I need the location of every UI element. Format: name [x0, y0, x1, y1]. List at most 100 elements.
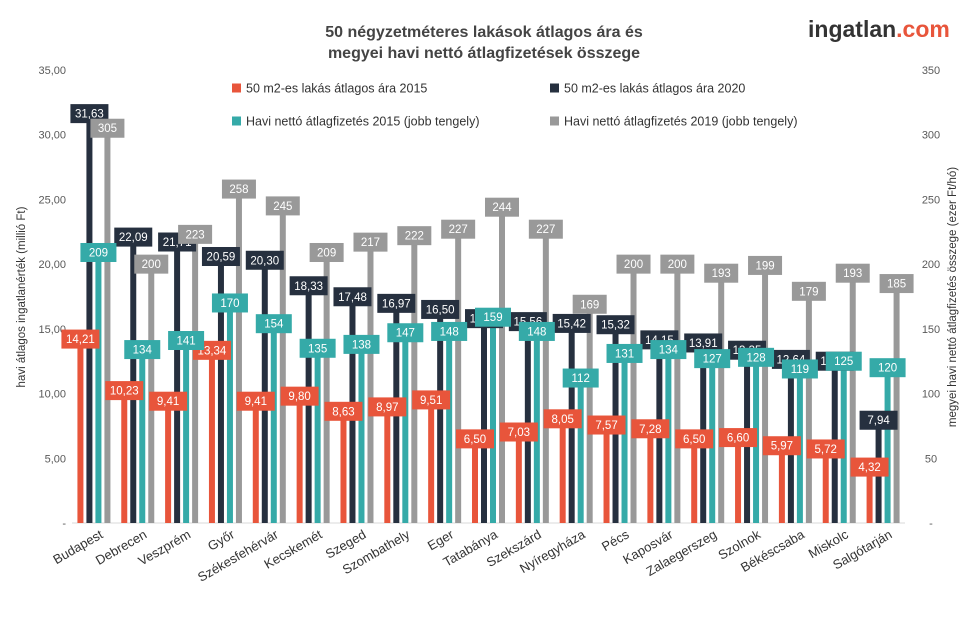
data-label-box — [114, 227, 153, 247]
data-label-series-1: 6,60 — [719, 428, 758, 448]
bar-series-3 — [183, 340, 190, 523]
bar-series-2 — [524, 321, 531, 523]
data-label-series-1: 8,97 — [368, 397, 407, 417]
data-label-text: 209 — [317, 247, 336, 259]
data-label-text: 119 — [791, 364, 809, 376]
data-label-box — [631, 419, 670, 439]
data-label-series-3: 112 — [562, 368, 599, 388]
data-label-box — [850, 457, 889, 477]
y-tick-left: - — [62, 518, 66, 530]
data-label-box — [299, 338, 336, 358]
data-label-series-3: 148 — [431, 321, 468, 341]
data-label-series-3: 141 — [168, 331, 205, 351]
data-label-text: 131 — [615, 348, 634, 360]
data-label-series-1: 7,28 — [631, 419, 670, 439]
data-label-text: 22,09 — [119, 232, 148, 244]
y-tick-left: 5,00 — [45, 453, 66, 465]
data-label-series-4: 200 — [660, 254, 695, 274]
bar-series-3 — [95, 252, 102, 523]
data-label-text: 179 — [799, 286, 818, 298]
y-tick-right: 350 — [922, 65, 940, 77]
data-label-box — [806, 439, 845, 459]
data-label-text: 200 — [624, 259, 643, 271]
data-label-box — [587, 415, 626, 435]
data-label-text: 20,30 — [250, 255, 279, 267]
data-label-text: 6,50 — [464, 434, 486, 446]
data-label-text: 159 — [483, 312, 502, 324]
data-label-box — [289, 276, 328, 296]
data-label-series-2: 13,91 — [684, 333, 723, 353]
bar-series-3 — [402, 332, 409, 523]
data-label-box — [412, 390, 451, 410]
data-label-text: 169 — [580, 299, 599, 311]
data-label-box — [835, 263, 870, 283]
data-label-box — [694, 349, 731, 369]
brand-name: ingatlan — [808, 16, 896, 42]
data-label-box — [572, 294, 607, 314]
data-label-text: 7,94 — [867, 415, 890, 427]
bar-series-1 — [472, 438, 478, 523]
data-label-box — [562, 368, 599, 388]
bar-series-1 — [296, 396, 303, 523]
data-label-series-4: 227 — [441, 219, 476, 239]
y-tick-right: 300 — [922, 130, 940, 142]
data-label-box — [879, 274, 914, 294]
data-label-series-4: 199 — [748, 255, 783, 275]
bar-series-2 — [437, 309, 444, 523]
data-label-text: 13,34 — [198, 345, 227, 357]
bar-series-1 — [165, 401, 172, 523]
data-label-series-1: 9,41 — [236, 391, 275, 411]
data-label-series-2: 16,97 — [377, 293, 416, 313]
data-label-box — [869, 358, 906, 378]
data-label-box — [431, 321, 468, 341]
data-label-box — [859, 410, 898, 430]
bar-series-1 — [515, 432, 522, 523]
data-label-box — [309, 242, 344, 262]
brand-tld: .com — [896, 16, 950, 42]
data-label-text: 258 — [229, 184, 248, 196]
bar-series-3 — [270, 323, 277, 523]
data-label-box — [397, 226, 432, 246]
data-label-text: 222 — [405, 231, 424, 243]
bar-series-1 — [121, 390, 128, 523]
bar-series-1 — [735, 437, 742, 523]
bar-series-1 — [778, 445, 785, 523]
data-label-box — [650, 340, 687, 360]
data-label-text: 193 — [843, 268, 862, 280]
bar-series-1 — [866, 467, 873, 523]
data-label-series-1: 8,63 — [324, 401, 363, 421]
legend-swatch — [232, 83, 241, 93]
data-label-series-3: 119 — [781, 359, 818, 379]
bar-series-3 — [446, 331, 453, 523]
data-label-series-4: 193 — [704, 263, 739, 283]
data-label-box — [236, 391, 275, 411]
bars — [77, 113, 900, 524]
brand-logo-text: ingatlan.com — [808, 16, 950, 42]
bar-series-2 — [130, 237, 137, 523]
data-label-series-4: 200 — [616, 254, 651, 274]
data-label-box — [265, 196, 300, 216]
data-label-series-3: 128 — [738, 347, 775, 367]
data-label-text: 8,05 — [551, 414, 573, 426]
y-tick-left: 35,00 — [38, 65, 66, 77]
data-label-text: 9,51 — [420, 395, 442, 407]
data-label-series-1: 7,03 — [499, 422, 538, 442]
data-label-text: 134 — [133, 345, 153, 357]
data-label-box — [211, 293, 248, 313]
y-tick-left: 20,00 — [38, 259, 66, 271]
data-label-text: 16,97 — [382, 298, 411, 310]
data-label-series-4: 179 — [791, 281, 826, 301]
data-label-series-1: 5,72 — [806, 439, 845, 459]
data-label-box — [825, 351, 862, 371]
data-label-series-1: 10,23 — [105, 381, 144, 401]
y-axis-right-title: megyei havi nettó átlagfizetés összege (… — [947, 167, 959, 427]
data-label-text: 7,28 — [639, 424, 661, 436]
data-label-box — [518, 321, 555, 341]
data-label-series-1: 5,97 — [762, 436, 801, 456]
data-label-text: 10,23 — [110, 386, 139, 398]
data-label-text: 15,32 — [601, 320, 630, 332]
data-label-text: 6,60 — [727, 433, 749, 445]
data-label-series-4: 258 — [221, 179, 256, 199]
bar-series-4 — [455, 229, 462, 523]
legend: 50 m2-es lakás átlagos ára 2015 50 m2-es … — [232, 82, 797, 129]
